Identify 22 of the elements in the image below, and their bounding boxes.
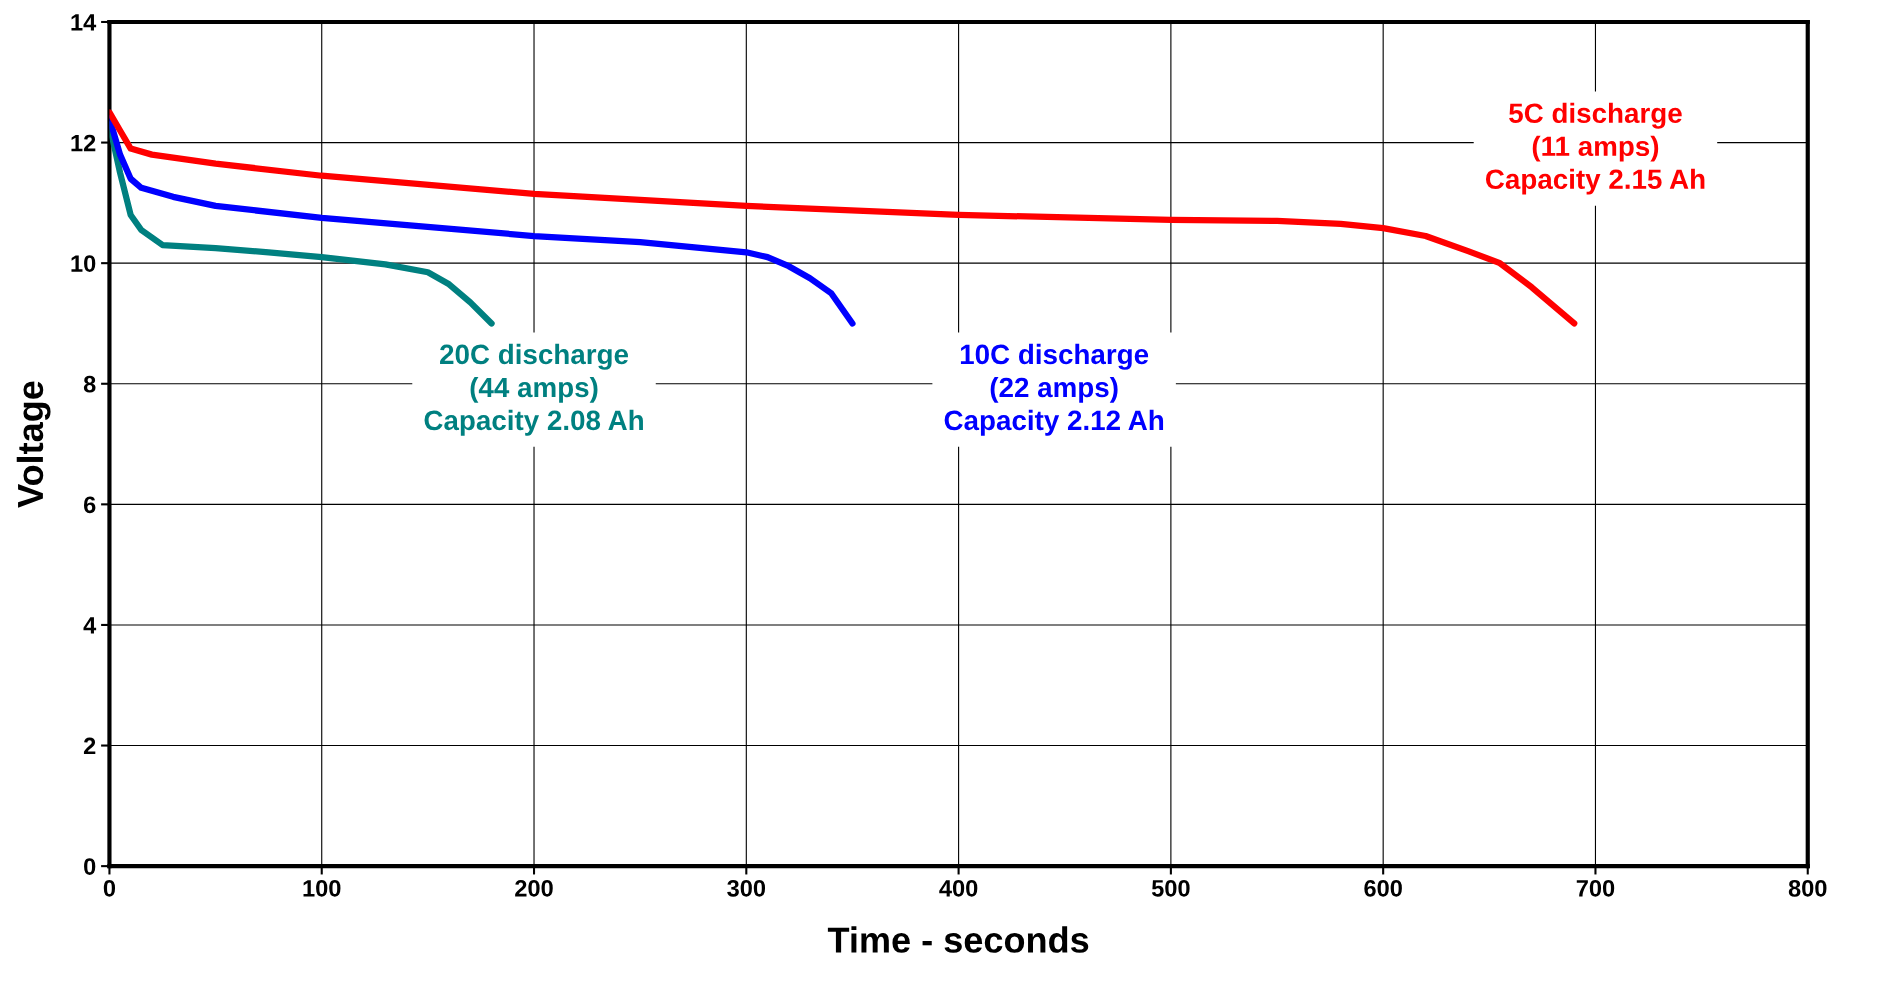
x-axis-title: Time - seconds — [827, 926, 1089, 953]
x-tick-label: 800 — [1788, 879, 1827, 897]
x-tick-label: 400 — [939, 879, 978, 897]
y-tick-label: 14 — [71, 14, 97, 31]
x-tick-label: 300 — [727, 879, 766, 897]
text: 10C discharge (22 amps) Capacity 2.12 Ah — [944, 343, 1164, 436]
x-tick-label: 100 — [303, 879, 341, 897]
text: 20C discharge (44 amps) Capacity 2.08 Ah — [424, 343, 643, 436]
x-tick-label: 600 — [1364, 879, 1402, 897]
y-tick-label: 6 — [83, 496, 96, 514]
y-tick-label: 0 — [84, 858, 96, 875]
x-tick-label: 0 — [103, 879, 116, 897]
y-tick-label: 8 — [83, 375, 96, 393]
x-tick-label: 500 — [1151, 879, 1190, 897]
y-tick-label: 12 — [71, 134, 96, 152]
y-tick-label: 10 — [71, 255, 96, 272]
y-tick-label: 4 — [83, 617, 97, 634]
text: 5C discharge (11 amps) Capacity 2.15 Ah — [1485, 102, 1705, 195]
y-tick-label: 2 — [83, 737, 96, 755]
x-tick-label: 200 — [515, 879, 553, 897]
x-tick-label: 700 — [1576, 879, 1615, 897]
y-axis-title: Voltage — [16, 381, 51, 508]
